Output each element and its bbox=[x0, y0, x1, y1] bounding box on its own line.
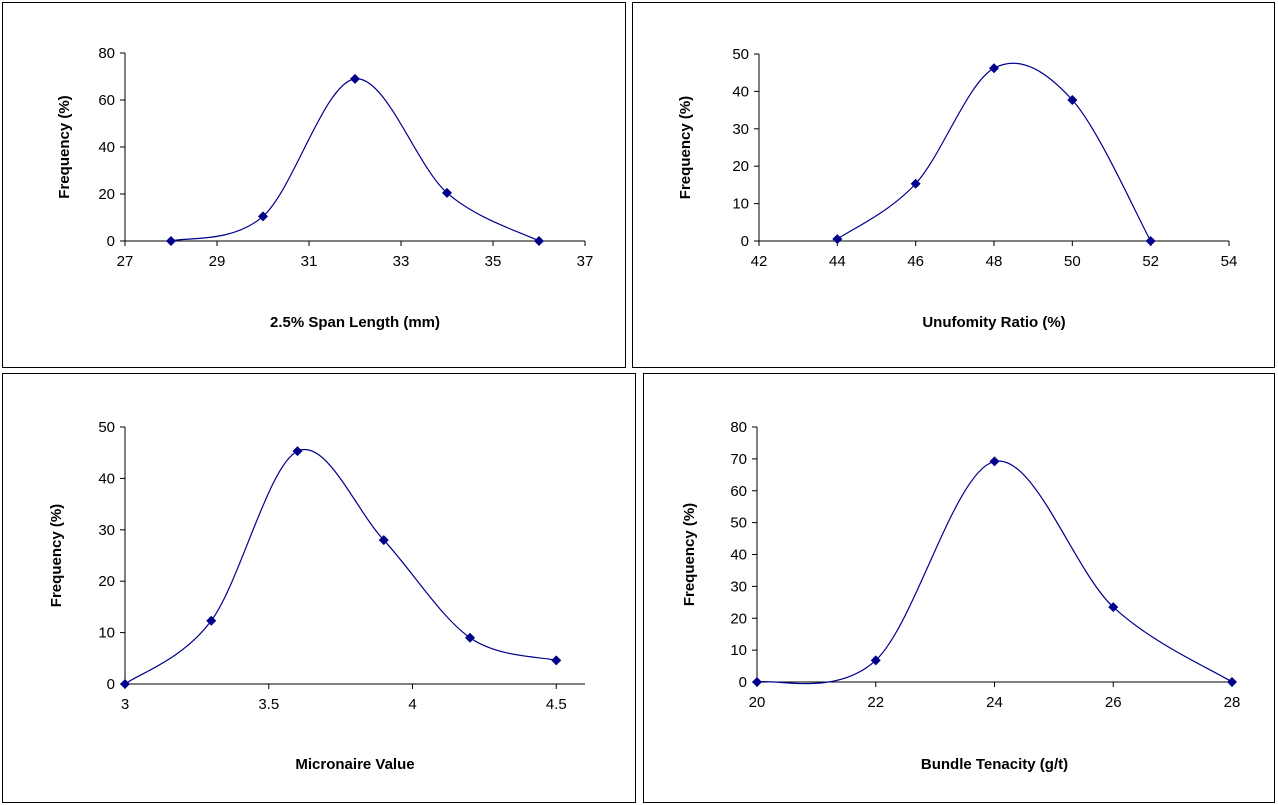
x-axis-label: Micronaire Value bbox=[295, 756, 414, 773]
data-point-marker bbox=[870, 655, 881, 666]
y-tick-label: 20 bbox=[98, 186, 115, 203]
data-point-marker bbox=[1067, 95, 1078, 106]
y-tick-label: 30 bbox=[730, 578, 747, 595]
x-axis-label: Unufomity Ratio (%) bbox=[922, 314, 1065, 331]
x-tick-label: 24 bbox=[986, 694, 1003, 711]
y-tick-label: 80 bbox=[98, 45, 115, 62]
data-point-marker bbox=[752, 677, 762, 687]
x-tick-label: 3 bbox=[121, 696, 129, 713]
data-point-marker bbox=[551, 655, 562, 666]
series-line bbox=[756, 460, 1233, 685]
y-tick-label: 0 bbox=[107, 233, 115, 250]
x-tick-label: 26 bbox=[1105, 694, 1122, 711]
data-point-marker bbox=[989, 456, 1000, 467]
x-tick-label: 33 bbox=[393, 253, 410, 270]
y-axis-label: Frequency (%) bbox=[677, 96, 694, 199]
y-tick-label: 50 bbox=[98, 419, 115, 436]
y-axis-label: Frequency (%) bbox=[681, 503, 698, 606]
chart-svg: 0 10 20 30 40 50 3 3.5 4 4.5 Micronaire Value Frequ… bbox=[48, 419, 585, 773]
x-tick-label: 44 bbox=[829, 253, 846, 270]
y-tick-label: 40 bbox=[730, 547, 747, 564]
x-axis-label: 2.5% Span Length (mm) bbox=[270, 314, 440, 331]
y-tick-label: 10 bbox=[732, 196, 749, 213]
y-tick-label: 0 bbox=[107, 676, 115, 693]
x-tick-label: 46 bbox=[907, 253, 924, 270]
x-tick-label: 35 bbox=[485, 253, 502, 270]
data-point-marker bbox=[442, 187, 452, 198]
data-point-marker bbox=[832, 234, 843, 245]
y-tick-label: 70 bbox=[730, 451, 747, 468]
x-tick-label: 52 bbox=[1142, 253, 1159, 270]
chart-panel-span-length: 0 20 40 60 80 27 29 31 33 35 37 2.5% Span Length (m… bbox=[2, 2, 626, 368]
data-point-marker bbox=[1227, 677, 1237, 687]
x-axis-label: Bundle Tenacity (g/t) bbox=[921, 756, 1068, 773]
y-tick-label: 30 bbox=[732, 121, 749, 138]
x-tick-label: 4.5 bbox=[546, 696, 567, 713]
x-tick-label: 22 bbox=[867, 694, 884, 711]
data-point-marker bbox=[465, 632, 475, 643]
series-line bbox=[124, 448, 557, 685]
chart-svg: 0 20 40 60 80 27 29 31 33 35 37 2.5% Span Length (m… bbox=[56, 45, 594, 331]
data-point-marker bbox=[258, 211, 268, 222]
data-point-marker bbox=[910, 178, 921, 189]
x-tick-label: 3.5 bbox=[258, 696, 279, 713]
chart-svg: 0 10 20 30 40 50 42 44 46 48 50 52 54 Unufomity Ratio… bbox=[677, 46, 1238, 331]
series-line bbox=[836, 62, 1152, 242]
chart-panel-bundle-tenacity: 0 10 20 30 40 50 60 70 80 20 22 24 26 28 Bundle Tenaci… bbox=[643, 373, 1275, 803]
x-tick-label: 54 bbox=[1221, 253, 1238, 270]
data-point-marker bbox=[989, 63, 999, 74]
y-tick-label: 50 bbox=[730, 515, 747, 532]
x-tick-label: 48 bbox=[986, 253, 1003, 270]
y-axis-label: Frequency (%) bbox=[56, 95, 73, 198]
y-tick-label: 40 bbox=[732, 83, 749, 100]
series-line bbox=[170, 78, 540, 242]
y-tick-label: 10 bbox=[98, 625, 115, 642]
y-tick-label: 80 bbox=[730, 419, 747, 436]
data-point-marker bbox=[534, 236, 544, 246]
y-tick-label: 20 bbox=[98, 573, 115, 590]
data-point-marker bbox=[1145, 236, 1156, 246]
x-tick-label: 27 bbox=[117, 253, 134, 270]
x-tick-label: 29 bbox=[209, 253, 226, 270]
y-tick-label: 30 bbox=[98, 522, 115, 539]
data-point-marker bbox=[378, 535, 389, 546]
y-tick-label: 0 bbox=[741, 233, 749, 250]
data-point-marker bbox=[1108, 602, 1119, 613]
y-tick-label: 10 bbox=[730, 642, 747, 659]
y-tick-label: 40 bbox=[98, 470, 115, 487]
data-point-marker bbox=[206, 615, 217, 626]
x-tick-label: 37 bbox=[577, 253, 594, 270]
x-tick-label: 31 bbox=[301, 253, 318, 270]
data-point-marker bbox=[350, 73, 360, 84]
chart-panel-uniformity-ratio: 0 10 20 30 40 50 42 44 46 48 50 52 54 Unufomity Ratio… bbox=[632, 2, 1275, 368]
y-tick-label: 60 bbox=[98, 92, 115, 109]
data-point-marker bbox=[166, 236, 176, 246]
x-tick-label: 28 bbox=[1224, 694, 1241, 711]
chart-panel-micronaire: 0 10 20 30 40 50 3 3.5 4 4.5 Micronaire Value Frequ… bbox=[2, 373, 636, 803]
y-tick-label: 20 bbox=[732, 158, 749, 175]
x-tick-label: 20 bbox=[749, 694, 766, 711]
y-tick-label: 60 bbox=[730, 483, 747, 500]
x-tick-label: 4 bbox=[408, 696, 416, 713]
y-axis-label: Frequency (%) bbox=[48, 504, 65, 607]
data-point-marker bbox=[292, 446, 303, 457]
y-tick-label: 50 bbox=[732, 46, 749, 63]
data-point-marker bbox=[120, 679, 130, 689]
y-tick-label: 20 bbox=[730, 610, 747, 627]
chart-svg: 0 10 20 30 40 50 60 70 80 20 22 24 26 28 Bundle Tenaci… bbox=[681, 419, 1241, 773]
y-tick-label: 40 bbox=[98, 139, 115, 156]
x-tick-label: 42 bbox=[751, 253, 768, 270]
x-tick-label: 50 bbox=[1064, 253, 1081, 270]
y-tick-label: 0 bbox=[739, 674, 747, 691]
